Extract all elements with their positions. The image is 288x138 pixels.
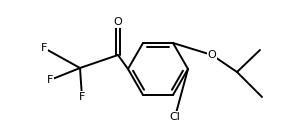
Text: O: O xyxy=(208,50,216,60)
Text: F: F xyxy=(47,75,53,85)
Text: F: F xyxy=(79,92,85,102)
Text: O: O xyxy=(114,17,122,27)
Text: F: F xyxy=(41,43,47,53)
Text: Cl: Cl xyxy=(170,112,181,122)
